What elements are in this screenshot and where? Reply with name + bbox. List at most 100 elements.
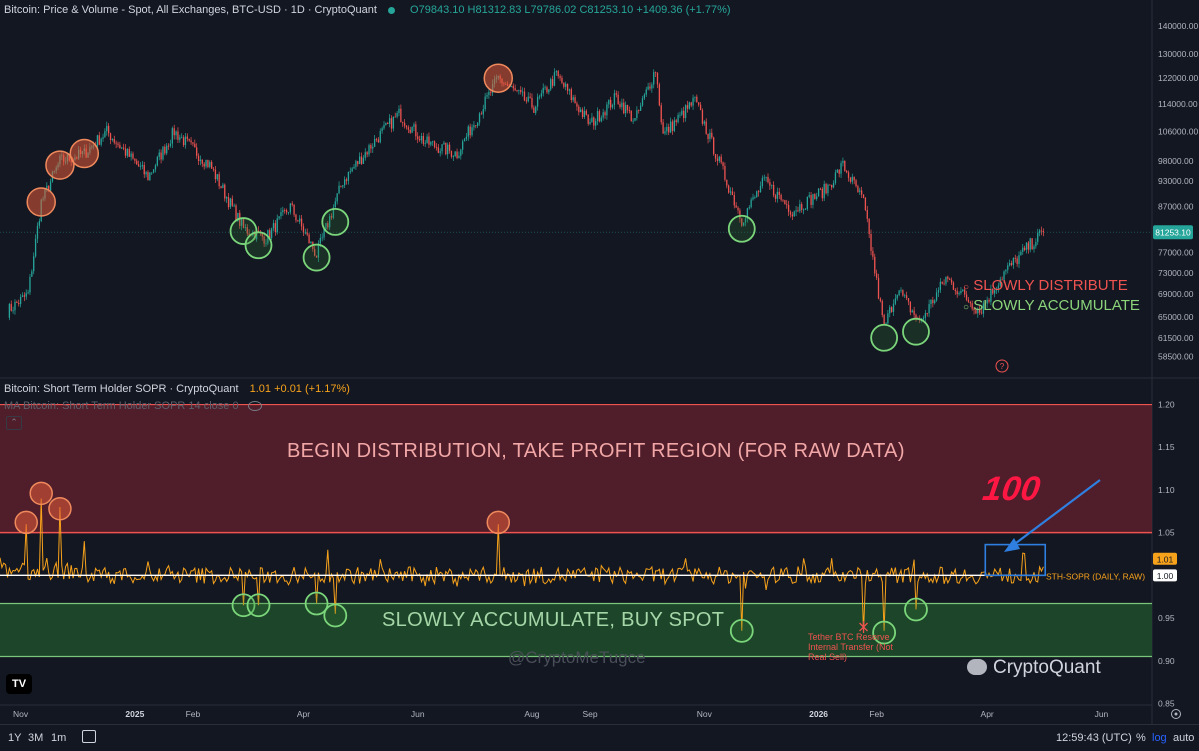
candle-body [799, 204, 801, 212]
price-candle [1001, 276, 1003, 281]
candle-body [465, 136, 468, 140]
log-toggle[interactable]: log [1152, 732, 1167, 744]
price-candle [18, 299, 20, 307]
auto-toggle[interactable]: auto [1173, 732, 1195, 744]
candle-body [242, 219, 245, 228]
price-candle [151, 172, 153, 175]
candle-body [945, 276, 947, 284]
price-candle [308, 232, 310, 244]
candle-body [381, 128, 383, 131]
candle-body [962, 289, 964, 291]
price-candle [473, 121, 475, 131]
candle-body [900, 290, 902, 292]
price-candle [641, 95, 644, 107]
price-candle [452, 155, 454, 161]
range-1m-button[interactable]: 1m [51, 732, 67, 744]
price-candle [928, 299, 930, 318]
price-candle [488, 88, 490, 99]
price-candle [580, 107, 582, 113]
accumulate-marker [902, 317, 930, 346]
price-candle [166, 143, 168, 156]
candle-body [402, 122, 404, 124]
price-candle [834, 169, 837, 185]
price-candle [763, 174, 765, 181]
price-candle [314, 246, 316, 257]
price-candle [347, 171, 350, 185]
candle-body [698, 102, 700, 105]
candle-body [314, 249, 316, 256]
sopr-tick-label: 0.85 [1158, 698, 1175, 708]
price-candle [623, 98, 625, 115]
distribution-zone [0, 404, 1152, 533]
candle-body [439, 151, 441, 153]
sopr-tick-label: 1.20 [1158, 400, 1175, 410]
range-3m-button[interactable]: 3M [28, 732, 44, 744]
price-legend[interactable]: Bitcoin: Price & Volume - Spot, All Exch… [4, 4, 731, 16]
candle-body [1037, 232, 1039, 242]
price-candle [754, 195, 756, 200]
candle-body [364, 152, 366, 158]
hidden-eye-icon[interactable] [247, 401, 262, 412]
accumulate-marker [302, 243, 331, 272]
price-candle [154, 163, 157, 173]
price-candle [237, 212, 239, 223]
price-candle [935, 288, 938, 302]
price-candle [868, 218, 870, 239]
time-tick-label: Jun [1095, 709, 1109, 719]
cryptoquant-logo-text: CryptoQuant [993, 657, 1101, 678]
sopr-legend[interactable]: Bitcoin: Short Term Holder SOPR · Crypto… [4, 383, 350, 395]
sth-sopr-label: STH-SOPR (DAILY, RAW) [1046, 571, 1145, 581]
price-candle [825, 182, 827, 195]
tradingview-logo[interactable]: TV [6, 674, 32, 694]
chart-canvas[interactable]: 140000.00 130000.00 122000.00 114000.00 1060… [0, 0, 1199, 724]
candle-body [156, 156, 159, 166]
candle-body [330, 216, 333, 218]
candle-body [306, 232, 308, 235]
percent-toggle[interactable]: % [1136, 732, 1146, 744]
ma-legend[interactable]: MA Bitcoin: Short Term Holder SOPR 14 cl… [4, 400, 262, 412]
price-candle [1005, 269, 1007, 275]
price-candle [956, 287, 958, 298]
price-candle [986, 296, 988, 308]
candle-body [572, 97, 574, 101]
candle-body [782, 199, 784, 201]
price-candle [1010, 260, 1013, 267]
candle-body [510, 85, 513, 87]
price-candle [969, 300, 971, 308]
candle-body [580, 109, 582, 113]
price-candle [14, 299, 16, 315]
candle-body [634, 118, 636, 121]
candle-body [46, 185, 48, 189]
price-candle [246, 224, 248, 237]
candle-body [122, 147, 125, 149]
chevron-up-icon[interactable]: ⌃ [6, 416, 22, 430]
price-candle [177, 127, 179, 144]
time-tick-label: Jun [411, 709, 425, 719]
candle-body [859, 190, 861, 192]
candle-body [334, 201, 336, 208]
candle-body [285, 210, 288, 213]
candle-body [967, 299, 970, 303]
price-candle [866, 205, 868, 223]
candle-body [681, 110, 683, 115]
price-candle [714, 153, 717, 162]
candle-body [207, 160, 209, 167]
price-candle [134, 158, 136, 164]
price-candle [411, 126, 413, 134]
price-candle [611, 103, 614, 110]
price-candle [490, 90, 492, 96]
price-candle [980, 308, 983, 315]
calendar-icon[interactable] [82, 730, 96, 743]
candle-body [351, 168, 353, 172]
price-candle [536, 93, 539, 111]
price-candle [106, 121, 108, 136]
price-candle [934, 299, 936, 305]
price-candle [932, 296, 934, 308]
candle-body [943, 283, 945, 285]
range-1y-button[interactable]: 1Y [8, 732, 22, 744]
candle-body [926, 313, 928, 314]
price-candle [696, 94, 698, 103]
price-candle [793, 210, 795, 217]
candle-body [870, 234, 872, 251]
sopr-ref-badge [1153, 569, 1177, 582]
